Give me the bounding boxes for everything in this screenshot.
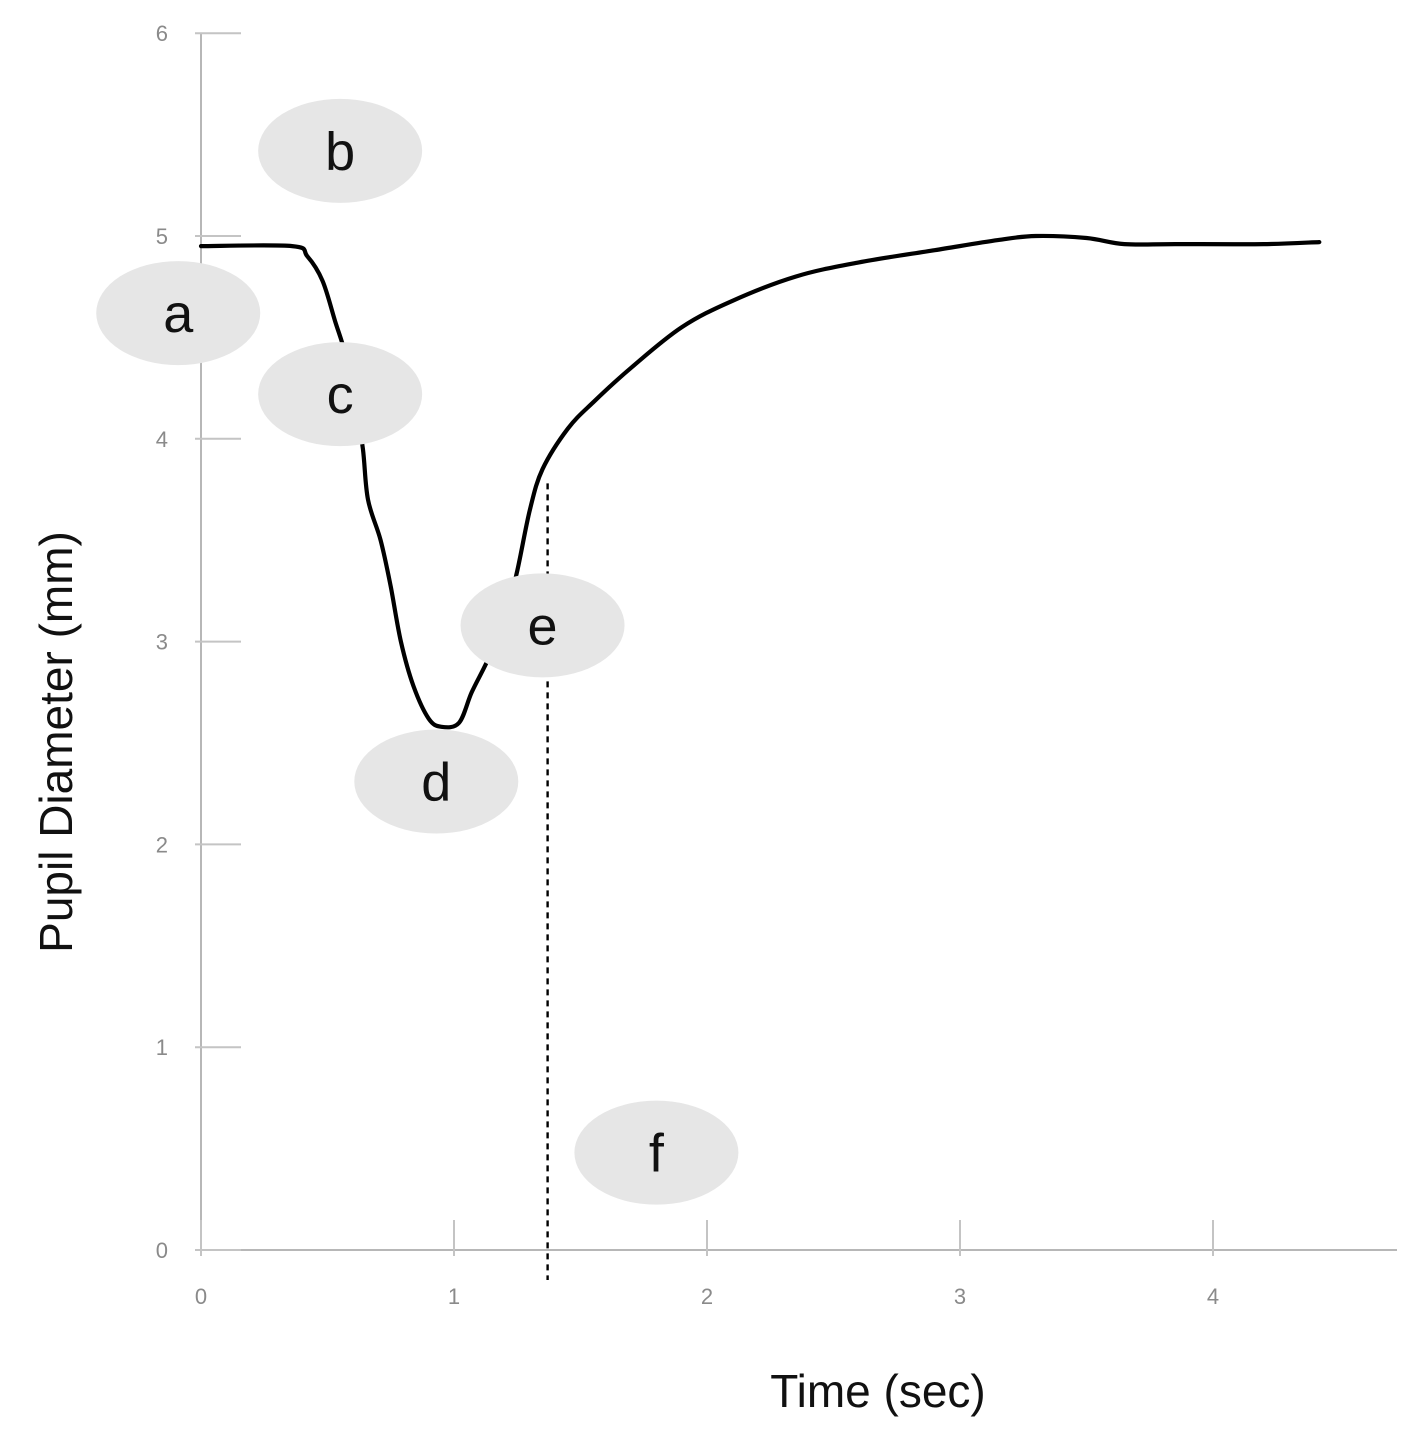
annotation-a: a xyxy=(96,261,261,366)
pupil-diameter-line xyxy=(198,233,1322,730)
axes-layer xyxy=(200,33,1397,1251)
tick-labels-layer: 0 1 2 3 4 5 6 0 1 2 3 4 xyxy=(156,21,1219,1309)
y-tick-label: 4 xyxy=(156,427,168,452)
ticks-layer xyxy=(195,32,1214,1256)
annotation-ellipse xyxy=(354,729,519,834)
y-tick-label: 2 xyxy=(156,832,168,857)
annotation-label: a xyxy=(163,284,194,344)
y-tick-label: 3 xyxy=(156,630,168,655)
annotation-d: d xyxy=(354,729,519,834)
y-tick-label: 0 xyxy=(156,1238,168,1263)
annotation-ellipse xyxy=(574,1100,739,1205)
annotation-e: e xyxy=(460,573,625,678)
annotation-f: f xyxy=(574,1100,739,1205)
x-tick-label: 1 xyxy=(448,1284,460,1309)
annotation-label: d xyxy=(421,753,451,813)
x-tick-label: 3 xyxy=(954,1284,966,1309)
x-tick-label: 4 xyxy=(1207,1284,1219,1309)
annotations-layer: a b c d e f xyxy=(96,98,739,1205)
annotation-ellipse xyxy=(460,573,625,678)
annotation-b: b xyxy=(258,98,423,203)
y-axis-title: Pupil Diameter (mm) xyxy=(30,531,82,953)
annotation-ellipse xyxy=(258,342,423,447)
y-tick-label: 1 xyxy=(156,1035,168,1060)
annotation-ellipse xyxy=(96,261,261,366)
annotation-label: e xyxy=(528,596,558,656)
x-axis-title: Time (sec) xyxy=(770,1365,986,1417)
annotation-ellipse xyxy=(258,98,423,203)
annotation-label: b xyxy=(325,122,355,182)
annotation-label: f xyxy=(649,1124,665,1184)
series-layer xyxy=(198,233,1322,730)
annotation-c: c xyxy=(258,342,423,447)
y-tick-label: 6 xyxy=(156,21,168,46)
x-tick-label: 0 xyxy=(195,1284,207,1309)
y-tick-label: 5 xyxy=(156,224,168,249)
annotation-label: c xyxy=(327,365,354,425)
x-tick-label: 2 xyxy=(701,1284,713,1309)
